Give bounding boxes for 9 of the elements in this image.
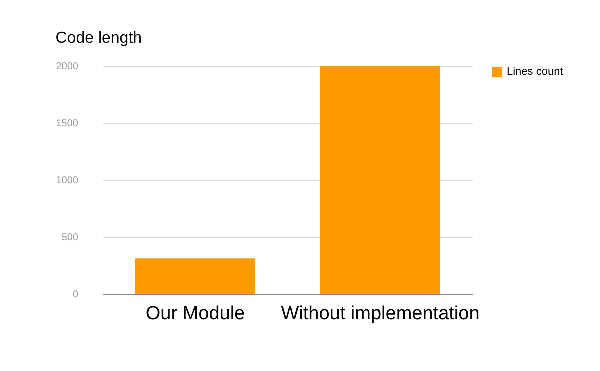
y-tick-label: 0 (72, 290, 79, 300)
x-tick-label: Without implementation (281, 304, 480, 324)
y-tick-label: 2000 (56, 62, 79, 72)
x-tick-label: Our Module (146, 304, 246, 324)
chart-title: Code length (56, 30, 142, 47)
y-tick-label: 1000 (56, 176, 79, 186)
legend-label: Lines count (507, 66, 564, 78)
y-tick-label: 1500 (56, 118, 79, 130)
y-tick-label: 500 (62, 232, 79, 244)
